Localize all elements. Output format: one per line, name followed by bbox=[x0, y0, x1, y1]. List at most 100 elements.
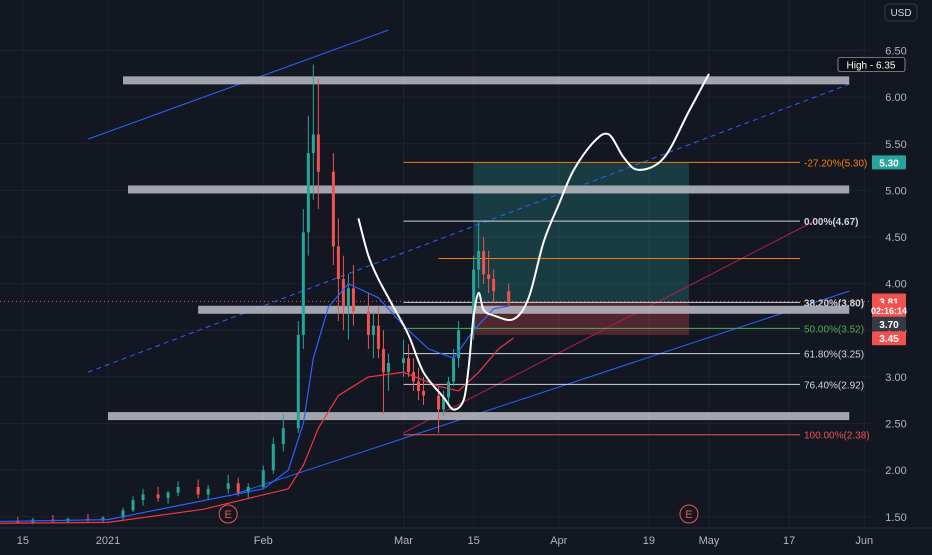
candle-body bbox=[271, 444, 275, 471]
price-tag-box bbox=[872, 331, 906, 346]
price-tag: 3.45 bbox=[872, 331, 906, 346]
time-axis-tick: 19 bbox=[643, 535, 655, 547]
price-tag-text: 5.30 bbox=[879, 158, 899, 169]
candle-body bbox=[281, 428, 285, 445]
price-axis-background bbox=[870, 0, 932, 550]
time-axis-tick: May bbox=[699, 535, 720, 547]
price-tag-box bbox=[872, 303, 906, 318]
candle-body bbox=[346, 288, 350, 307]
price-axis: 6.506.005.505.004.504.003.503.002.502.00… bbox=[870, 0, 932, 550]
price-axis-tick: 6.50 bbox=[885, 46, 906, 58]
earnings-marker[interactable]: E bbox=[218, 504, 238, 524]
earnings-marker-circle bbox=[679, 504, 699, 524]
candle-body bbox=[131, 500, 135, 511]
time-axis-tick: Jun bbox=[855, 535, 873, 547]
candle-body bbox=[422, 390, 426, 396]
candle-body bbox=[351, 288, 355, 312]
candle-body bbox=[447, 381, 451, 398]
price-tag-text: 02:16:14 bbox=[871, 306, 907, 316]
price-tag: 02:16:14 bbox=[871, 303, 907, 318]
horizontal-zone bbox=[128, 185, 850, 194]
currency-label: USD bbox=[890, 8, 911, 19]
candle-body bbox=[412, 372, 416, 382]
time-axis-tick: Feb bbox=[254, 535, 273, 547]
candle-body bbox=[196, 486, 200, 495]
position-profit-zone bbox=[473, 162, 689, 303]
price-tag: 3.70 bbox=[872, 316, 906, 331]
price-tag-box bbox=[872, 316, 906, 331]
candle-body bbox=[141, 494, 145, 501]
price-axis-tick: 2.50 bbox=[885, 419, 906, 431]
candle-body bbox=[507, 291, 511, 302]
candle-body bbox=[386, 362, 390, 373]
trendline bbox=[87, 29, 389, 140]
fib-level-label: 50.00%(3.52) bbox=[804, 324, 864, 335]
earnings-marker-label: E bbox=[685, 509, 692, 521]
currency-selector[interactable]: USD bbox=[884, 3, 918, 22]
candle-body bbox=[331, 171, 335, 247]
fib-level-label: 61.80%(3.25) bbox=[804, 350, 864, 361]
price-axis-tick: 2.00 bbox=[885, 465, 906, 477]
price-tag-text: 3.45 bbox=[879, 334, 899, 345]
candle-body bbox=[206, 488, 210, 495]
candle-body bbox=[401, 358, 405, 363]
price-tag-text: 3.70 bbox=[879, 320, 899, 331]
price-tag: 5.30 bbox=[872, 155, 906, 170]
candle-body bbox=[121, 510, 125, 518]
candle-body bbox=[487, 274, 491, 279]
time-axis-tick: 2021 bbox=[96, 535, 120, 547]
candle-body bbox=[341, 279, 345, 307]
candle-body bbox=[301, 232, 305, 335]
candle-body bbox=[176, 486, 180, 493]
projection-drawing bbox=[357, 73, 710, 411]
candle-body bbox=[166, 492, 170, 499]
trendlines bbox=[87, 29, 850, 497]
trendline bbox=[228, 290, 850, 497]
candle-body bbox=[482, 251, 486, 275]
trendline bbox=[87, 83, 850, 373]
high-price-label: High - 6.35 bbox=[837, 57, 906, 72]
horizontal-zone bbox=[108, 412, 850, 421]
candle-body bbox=[366, 311, 370, 335]
price-axis-tick: 4.50 bbox=[885, 232, 906, 244]
fib-retracement: -27.20%(5.30) 0.00%(4.67) 38.20%(3.80) 50.0… bbox=[403, 158, 870, 442]
candles bbox=[16, 64, 511, 525]
fib-level-label: 76.40%(2.92) bbox=[804, 380, 864, 391]
candle-body bbox=[437, 395, 441, 410]
grid-lines bbox=[0, 0, 870, 528]
earnings-marker-circle bbox=[218, 504, 238, 524]
fib-level-label: 100.00%(2.38) bbox=[804, 431, 870, 442]
candle-body bbox=[236, 483, 240, 493]
candle-body bbox=[226, 483, 230, 489]
moving-average-fast bbox=[0, 282, 509, 523]
candle-body bbox=[452, 358, 456, 382]
candle-body bbox=[311, 134, 315, 154]
earnings-marker[interactable]: E bbox=[679, 504, 699, 524]
time-axis: 15 2021 Feb Mar 15 Apr 19 May 17 Jun bbox=[0, 527, 932, 550]
high-label-text: High - 6.35 bbox=[847, 61, 896, 72]
candle-body bbox=[381, 348, 385, 373]
time-axis-tick: Mar bbox=[394, 535, 413, 547]
candle-body bbox=[336, 246, 340, 279]
moving-average-slow bbox=[0, 337, 515, 524]
price-axis-tick: 1.50 bbox=[885, 512, 906, 524]
price-tag-box bbox=[872, 155, 906, 170]
candle-body bbox=[306, 153, 310, 233]
time-axis-tick: 15 bbox=[467, 535, 479, 547]
candle-body bbox=[457, 330, 461, 359]
price-axis-tick: 5.50 bbox=[885, 139, 906, 151]
horizontal-zone bbox=[123, 76, 850, 85]
earnings-marker-label: E bbox=[225, 509, 232, 521]
time-axis-tick: 17 bbox=[783, 535, 795, 547]
price-axis-tick: 5.00 bbox=[885, 185, 906, 197]
candle-body bbox=[296, 334, 300, 429]
price-tag-text: 3.81 bbox=[879, 297, 899, 308]
price-axis-tick: 3.00 bbox=[885, 372, 906, 384]
candle-body bbox=[376, 325, 380, 349]
candle-body bbox=[156, 494, 160, 499]
candle-body bbox=[371, 325, 375, 335]
trendline bbox=[403, 220, 815, 434]
